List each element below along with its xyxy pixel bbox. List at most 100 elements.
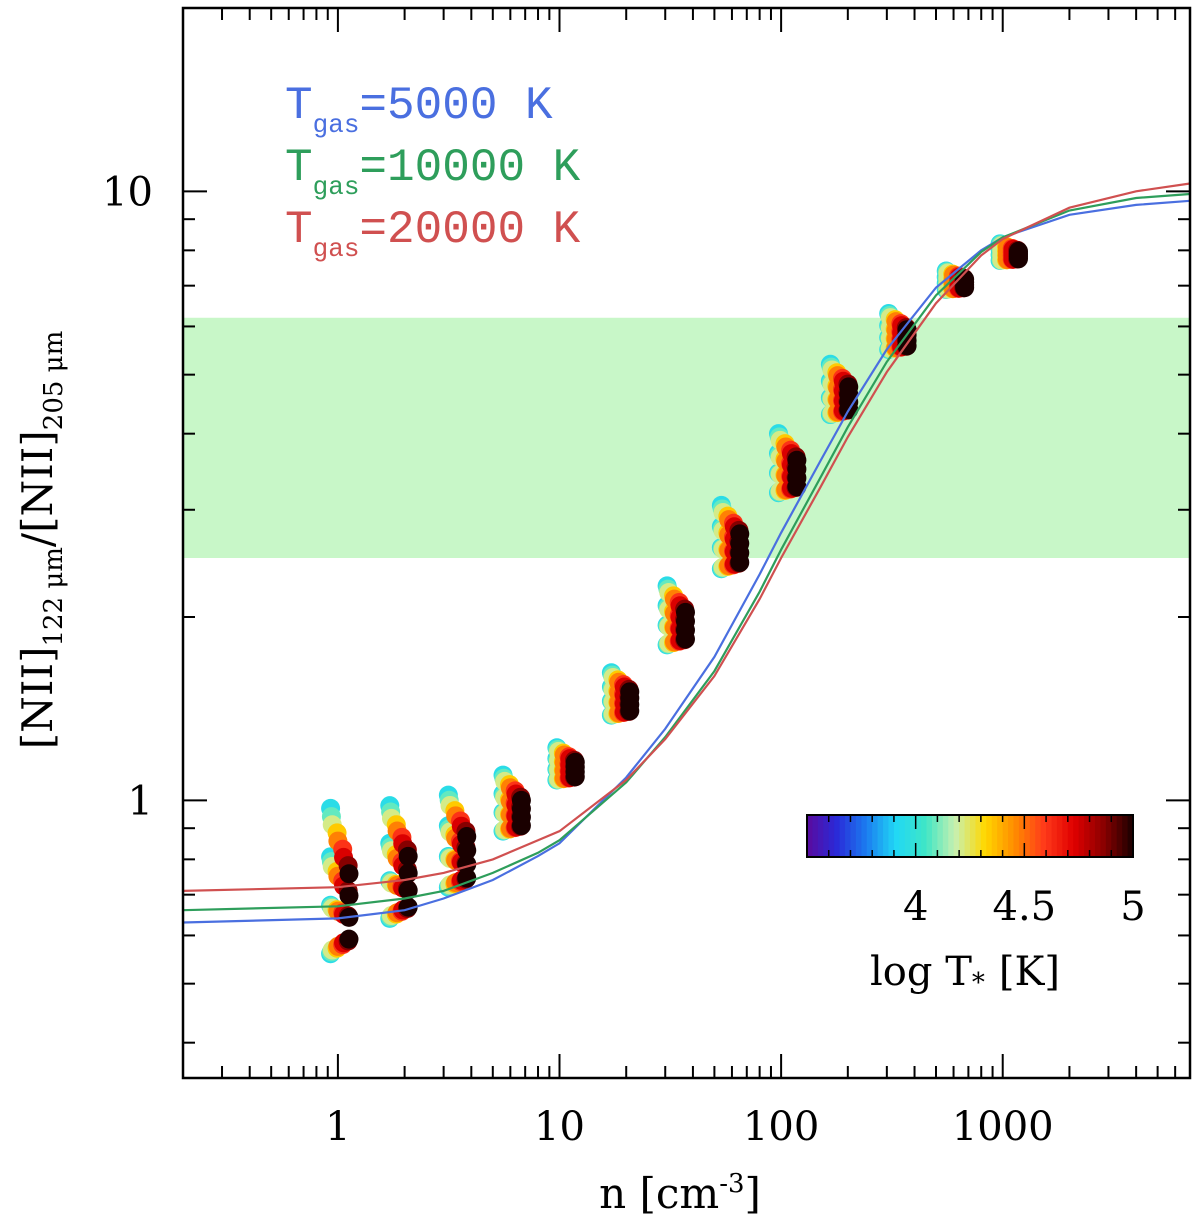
scatter-point bbox=[457, 827, 477, 847]
legend-entry-name: T bbox=[285, 80, 313, 132]
colorbar-swatch bbox=[855, 815, 862, 857]
colorbar-swatch bbox=[980, 815, 987, 857]
scatter-point bbox=[339, 929, 359, 949]
scatter-point bbox=[730, 524, 750, 544]
colorbar-swatch bbox=[1056, 815, 1063, 857]
x-tick-label: 10 bbox=[534, 1104, 585, 1150]
x-tick-label: 100 bbox=[743, 1104, 819, 1150]
scatter-point bbox=[565, 752, 585, 772]
scatter-point bbox=[897, 320, 917, 340]
plot-frame bbox=[181, 6, 1192, 1080]
colorbar-swatch bbox=[953, 815, 960, 857]
scatter-point bbox=[675, 602, 695, 622]
scatter-point bbox=[1008, 241, 1028, 261]
colorbar-swatch bbox=[931, 815, 938, 857]
colorbar-gradient bbox=[807, 815, 1134, 857]
colorbar-swatch bbox=[937, 815, 944, 857]
colorbar-swatch bbox=[942, 815, 949, 857]
colorbar-swatch bbox=[807, 815, 814, 857]
colorbar-swatch bbox=[1002, 815, 1009, 857]
legend-entry-subscript: gas bbox=[313, 110, 360, 140]
colorbar-swatch bbox=[1046, 815, 1053, 857]
colorbar-label-main: log T bbox=[870, 949, 972, 995]
plot-area: 1 10 100 1000 1 10 bbox=[102, 6, 1192, 1150]
scatter-point bbox=[398, 897, 418, 917]
scatter-point bbox=[511, 790, 531, 810]
colorbar-swatch bbox=[921, 815, 928, 857]
colorbar-swatch bbox=[1013, 815, 1020, 857]
colorbar-swatch bbox=[975, 815, 982, 857]
legend-entry: Tgas=20000 K bbox=[285, 204, 581, 264]
colorbar-tick-label: 5 bbox=[1120, 884, 1145, 930]
scatter-point bbox=[787, 450, 807, 470]
colorbar-swatch bbox=[1062, 815, 1069, 857]
colorbar-swatch bbox=[839, 815, 846, 857]
legend-entry-suffix: =10000 K bbox=[359, 142, 580, 194]
colorbar-swatch bbox=[888, 815, 895, 857]
colorbar-swatch bbox=[866, 815, 873, 857]
colorbar-swatch bbox=[1051, 815, 1058, 857]
legend-entry-name: T bbox=[285, 204, 313, 256]
scatter-point bbox=[339, 864, 359, 884]
colorbar-swatch bbox=[845, 815, 852, 857]
y-axis-label-s1: 122 μm bbox=[39, 547, 69, 646]
y-axis-label: [NII]122 μm/[NII]205 μm bbox=[13, 331, 69, 749]
model-curves bbox=[182, 182, 1191, 924]
axis-ticks: 1 10 100 1000 1 10 bbox=[102, 7, 1191, 1150]
x-axis-label-sup: -3 bbox=[719, 1169, 744, 1199]
colorbar-swatch bbox=[926, 815, 933, 857]
colorbar-swatch bbox=[893, 815, 900, 857]
y-axis-label-p2: /[NII] bbox=[13, 430, 62, 547]
colorbar-swatch bbox=[1084, 815, 1091, 857]
colorbar-swatch bbox=[872, 815, 879, 857]
scatter-point bbox=[620, 682, 640, 702]
colorbar-tick-label: 4.5 bbox=[993, 884, 1057, 930]
legend-entry: Tgas=10000 K bbox=[285, 142, 581, 202]
colorbar-swatch bbox=[1024, 815, 1031, 857]
colorbar-swatch bbox=[1029, 815, 1036, 857]
colorbar-swatch bbox=[1089, 815, 1096, 857]
colorbar-swatch bbox=[997, 815, 1004, 857]
colorbar-swatch bbox=[1116, 815, 1123, 857]
colorbar-swatch bbox=[1008, 815, 1015, 857]
model-curve bbox=[182, 192, 1191, 912]
x-tick-label: 1000 bbox=[952, 1104, 1054, 1150]
y-tick-label: 1 bbox=[128, 778, 153, 824]
colorbar-swatch bbox=[1127, 815, 1134, 857]
colorbar-swatch bbox=[1094, 815, 1101, 857]
scatter-point bbox=[398, 846, 418, 866]
x-axis-label: n [cm-3] bbox=[599, 1169, 761, 1218]
colorbar-swatch bbox=[861, 815, 868, 857]
legend-entry-name: T bbox=[285, 142, 313, 194]
colorbar-swatch bbox=[1111, 815, 1118, 857]
scatter-point bbox=[398, 880, 418, 900]
colorbar-swatch bbox=[910, 815, 917, 857]
colorbar-swatch bbox=[1078, 815, 1085, 857]
colorbar-label: log T* [K] bbox=[870, 949, 1060, 998]
colorbar-swatch bbox=[1035, 815, 1042, 857]
colorbar-swatch bbox=[899, 815, 906, 857]
colorbar-swatch bbox=[812, 815, 819, 857]
colorbar-swatch bbox=[1040, 815, 1047, 857]
colorbar-swatch bbox=[948, 815, 955, 857]
colorbar-swatch bbox=[964, 815, 971, 857]
scatter-points bbox=[321, 234, 1028, 964]
colorbar-ticks: 4 4.5 5 bbox=[827, 815, 1146, 930]
scatter-point bbox=[339, 886, 359, 906]
y-tick-label: 10 bbox=[102, 169, 153, 215]
legend-entry-suffix: =20000 K bbox=[359, 204, 580, 256]
shaded-band bbox=[183, 317, 1190, 558]
model-curve bbox=[182, 182, 1191, 892]
colorbar-label-sub: * bbox=[972, 968, 985, 998]
colorbar-swatch bbox=[883, 815, 890, 857]
scatter-point bbox=[839, 377, 859, 397]
colorbar-swatch bbox=[1067, 815, 1074, 857]
colorbar-frame bbox=[806, 814, 1134, 858]
x-tick-label: 1 bbox=[325, 1104, 350, 1150]
y-axis-label-s2: 205 μm bbox=[39, 331, 69, 430]
colorbar-swatch bbox=[1073, 815, 1080, 857]
colorbar-swatch bbox=[834, 815, 841, 857]
colorbar-swatch bbox=[817, 815, 824, 857]
colorbar-swatch bbox=[1018, 815, 1025, 857]
